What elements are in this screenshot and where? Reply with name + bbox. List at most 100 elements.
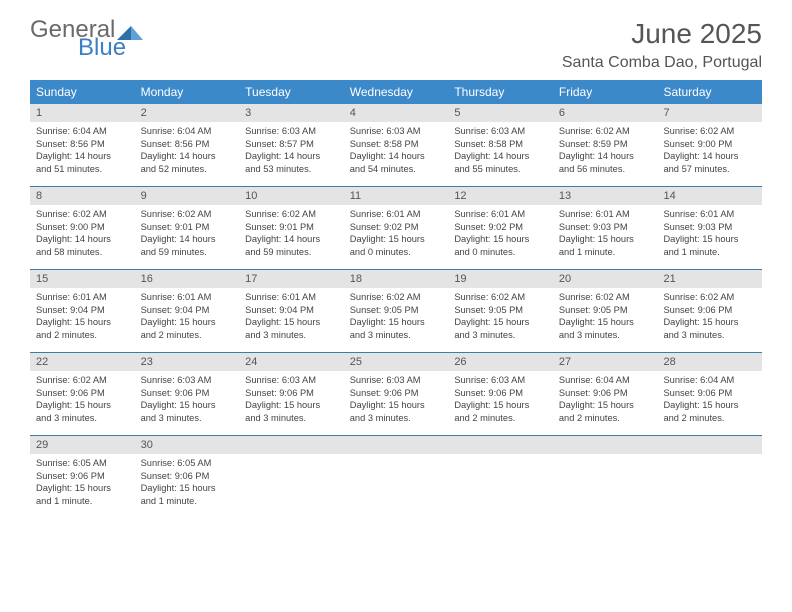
daylight-text-2: and 3 minutes. (36, 412, 129, 425)
sunset-text: Sunset: 8:56 PM (141, 138, 234, 151)
cell-body: Sunrise: 6:02 AMSunset: 9:01 PMDaylight:… (135, 205, 240, 262)
calendar-cell (553, 436, 658, 518)
sunset-text: Sunset: 9:05 PM (350, 304, 443, 317)
daylight-text-1: Daylight: 14 hours (350, 150, 443, 163)
daylight-text-2: and 3 minutes. (141, 412, 234, 425)
day-header-row: Sunday Monday Tuesday Wednesday Thursday… (30, 80, 762, 104)
day-number: 17 (239, 270, 344, 288)
daylight-text-1: Daylight: 15 hours (559, 233, 652, 246)
daylight-text-1: Daylight: 15 hours (350, 233, 443, 246)
sunset-text: Sunset: 9:02 PM (350, 221, 443, 234)
sunrise-text: Sunrise: 6:01 AM (663, 208, 756, 221)
day-number: 29 (30, 436, 135, 454)
sunset-text: Sunset: 9:03 PM (663, 221, 756, 234)
daylight-text-1: Daylight: 15 hours (559, 316, 652, 329)
day-number (344, 436, 449, 454)
sunset-text: Sunset: 9:06 PM (350, 387, 443, 400)
dayhead-sun: Sunday (30, 80, 135, 104)
daylight-text-1: Daylight: 15 hours (36, 399, 129, 412)
day-number: 10 (239, 187, 344, 205)
cell-body: Sunrise: 6:03 AMSunset: 9:06 PMDaylight:… (344, 371, 449, 428)
calendar-cell: 28Sunrise: 6:04 AMSunset: 9:06 PMDayligh… (657, 353, 762, 435)
calendar-cell: 26Sunrise: 6:03 AMSunset: 9:06 PMDayligh… (448, 353, 553, 435)
calendar-cell: 2Sunrise: 6:04 AMSunset: 8:56 PMDaylight… (135, 104, 240, 186)
sunrise-text: Sunrise: 6:03 AM (454, 125, 547, 138)
calendar-cell: 21Sunrise: 6:02 AMSunset: 9:06 PMDayligh… (657, 270, 762, 352)
daylight-text-1: Daylight: 15 hours (454, 316, 547, 329)
daylight-text-2: and 3 minutes. (245, 412, 338, 425)
sunset-text: Sunset: 9:06 PM (663, 387, 756, 400)
sunset-text: Sunset: 9:04 PM (245, 304, 338, 317)
cell-body: Sunrise: 6:03 AMSunset: 8:58 PMDaylight:… (448, 122, 553, 179)
calendar: Sunday Monday Tuesday Wednesday Thursday… (0, 80, 792, 518)
daylight-text-2: and 0 minutes. (350, 246, 443, 259)
cell-body: Sunrise: 6:03 AMSunset: 8:57 PMDaylight:… (239, 122, 344, 179)
daylight-text-1: Daylight: 15 hours (141, 482, 234, 495)
calendar-cell (239, 436, 344, 518)
week-row: 29Sunrise: 6:05 AMSunset: 9:06 PMDayligh… (30, 436, 762, 518)
sunset-text: Sunset: 8:58 PM (350, 138, 443, 151)
sunset-text: Sunset: 9:06 PM (245, 387, 338, 400)
daylight-text-1: Daylight: 15 hours (36, 316, 129, 329)
calendar-cell (344, 436, 449, 518)
calendar-cell (657, 436, 762, 518)
cell-body: Sunrise: 6:05 AMSunset: 9:06 PMDaylight:… (30, 454, 135, 511)
day-number: 15 (30, 270, 135, 288)
logo: GeneralBlue (30, 18, 143, 60)
sunrise-text: Sunrise: 6:01 AM (559, 208, 652, 221)
day-number: 16 (135, 270, 240, 288)
daylight-text-1: Daylight: 15 hours (350, 316, 443, 329)
daylight-text-2: and 3 minutes. (350, 412, 443, 425)
day-number: 30 (135, 436, 240, 454)
sunrise-text: Sunrise: 6:02 AM (36, 208, 129, 221)
cell-body: Sunrise: 6:02 AMSunset: 9:05 PMDaylight:… (344, 288, 449, 345)
day-number: 8 (30, 187, 135, 205)
calendar-cell: 11Sunrise: 6:01 AMSunset: 9:02 PMDayligh… (344, 187, 449, 269)
sunset-text: Sunset: 9:00 PM (36, 221, 129, 234)
sunrise-text: Sunrise: 6:02 AM (663, 291, 756, 304)
calendar-cell: 23Sunrise: 6:03 AMSunset: 9:06 PMDayligh… (135, 353, 240, 435)
calendar-cell: 6Sunrise: 6:02 AMSunset: 8:59 PMDaylight… (553, 104, 658, 186)
header: GeneralBlue June 2025 Santa Comba Dao, P… (0, 0, 792, 80)
day-number: 28 (657, 353, 762, 371)
calendar-cell: 29Sunrise: 6:05 AMSunset: 9:06 PMDayligh… (30, 436, 135, 518)
day-number: 7 (657, 104, 762, 122)
calendar-cell: 18Sunrise: 6:02 AMSunset: 9:05 PMDayligh… (344, 270, 449, 352)
calendar-cell: 13Sunrise: 6:01 AMSunset: 9:03 PMDayligh… (553, 187, 658, 269)
cell-body: Sunrise: 6:01 AMSunset: 9:02 PMDaylight:… (448, 205, 553, 262)
cell-body: Sunrise: 6:02 AMSunset: 9:01 PMDaylight:… (239, 205, 344, 262)
daylight-text-2: and 2 minutes. (559, 412, 652, 425)
day-number: 9 (135, 187, 240, 205)
sunset-text: Sunset: 9:03 PM (559, 221, 652, 234)
weeks-container: 1Sunrise: 6:04 AMSunset: 8:56 PMDaylight… (30, 104, 762, 518)
day-number: 2 (135, 104, 240, 122)
cell-body: Sunrise: 6:05 AMSunset: 9:06 PMDaylight:… (135, 454, 240, 511)
daylight-text-2: and 56 minutes. (559, 163, 652, 176)
day-number: 13 (553, 187, 658, 205)
sunrise-text: Sunrise: 6:03 AM (141, 374, 234, 387)
calendar-cell: 1Sunrise: 6:04 AMSunset: 8:56 PMDaylight… (30, 104, 135, 186)
daylight-text-2: and 51 minutes. (36, 163, 129, 176)
calendar-cell: 30Sunrise: 6:05 AMSunset: 9:06 PMDayligh… (135, 436, 240, 518)
cell-body (657, 454, 762, 504)
cell-body: Sunrise: 6:02 AMSunset: 9:00 PMDaylight:… (657, 122, 762, 179)
sunrise-text: Sunrise: 6:03 AM (245, 374, 338, 387)
sunrise-text: Sunrise: 6:04 AM (663, 374, 756, 387)
calendar-cell: 20Sunrise: 6:02 AMSunset: 9:05 PMDayligh… (553, 270, 658, 352)
calendar-cell: 15Sunrise: 6:01 AMSunset: 9:04 PMDayligh… (30, 270, 135, 352)
day-number: 25 (344, 353, 449, 371)
dayhead-mon: Monday (135, 80, 240, 104)
cell-body: Sunrise: 6:02 AMSunset: 8:59 PMDaylight:… (553, 122, 658, 179)
dayhead-sat: Saturday (657, 80, 762, 104)
daylight-text-2: and 1 minute. (36, 495, 129, 508)
daylight-text-2: and 57 minutes. (663, 163, 756, 176)
month-title: June 2025 (562, 18, 762, 50)
day-number: 18 (344, 270, 449, 288)
sunrise-text: Sunrise: 6:02 AM (245, 208, 338, 221)
sunset-text: Sunset: 9:01 PM (141, 221, 234, 234)
cell-body: Sunrise: 6:01 AMSunset: 9:03 PMDaylight:… (553, 205, 658, 262)
daylight-text-2: and 3 minutes. (350, 329, 443, 342)
calendar-cell: 19Sunrise: 6:02 AMSunset: 9:05 PMDayligh… (448, 270, 553, 352)
sunrise-text: Sunrise: 6:02 AM (454, 291, 547, 304)
sunrise-text: Sunrise: 6:01 AM (454, 208, 547, 221)
